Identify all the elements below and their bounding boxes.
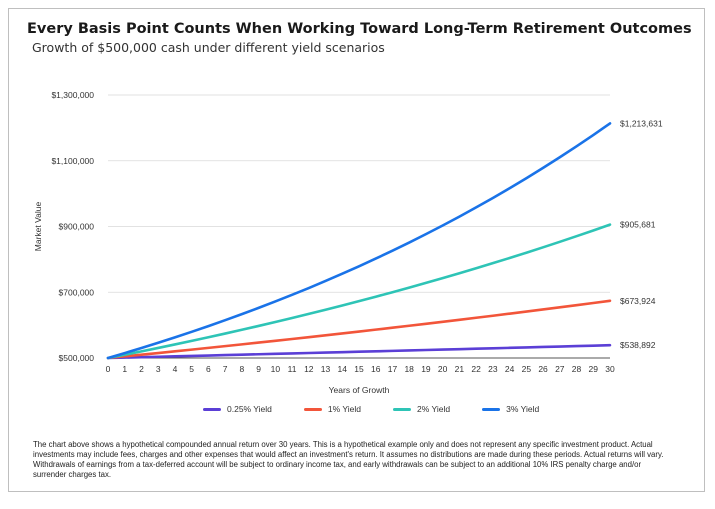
legend-swatch-0-25-yield (203, 407, 221, 411)
legend-item: 0.25% Yield (203, 404, 272, 414)
legend-swatch-1-yield (303, 407, 322, 411)
x-tick-label: 23 (488, 364, 498, 374)
x-axis-title: Years of Growth (329, 385, 390, 395)
x-tick-label: 18 (404, 364, 414, 374)
x-tick-label: 1 (122, 364, 127, 374)
legend-swatch-3-yield (482, 407, 501, 411)
x-tick-label: 28 (572, 364, 582, 374)
legend-item: 3% Yield (482, 404, 539, 414)
legend-item: 1% Yield (303, 404, 361, 414)
x-tick-label: 14 (338, 364, 348, 374)
x-tick-label: 26 (538, 364, 548, 374)
x-tick-label: 13 (321, 364, 331, 374)
series-line-3-yield (106, 122, 612, 360)
x-tick-label: 17 (388, 364, 398, 374)
series-line-2-yield (106, 223, 612, 360)
x-tick-label: 0 (106, 364, 111, 374)
x-tick-label: 9 (256, 364, 261, 374)
legend-label: 0.25% Yield (227, 404, 272, 414)
y-tick-label: $700,000 (59, 287, 95, 297)
x-tick-label: 29 (589, 364, 599, 374)
x-tick-label: 16 (371, 364, 381, 374)
x-tick-label: 4 (173, 364, 178, 374)
x-tick-label: 22 (471, 364, 481, 374)
legend-label: 1% Yield (327, 404, 361, 414)
x-tick-label: 3 (156, 364, 161, 374)
x-tick-label: 25 (522, 364, 532, 374)
x-tick-label: 11 (288, 364, 297, 374)
footnote: The chart above shows a hypothetical com… (33, 440, 664, 479)
x-tick-label: 20 (438, 364, 448, 374)
legend: 0.25% Yield 1% Yield 2% Yield 3% Yield (203, 404, 539, 414)
chart-title: Every Basis Point Counts When Working To… (27, 21, 692, 37)
x-tick-label: 19 (421, 364, 431, 374)
x-tick-label: 7 (223, 364, 228, 374)
y-axis-title: Market Value (33, 202, 43, 252)
y-tick-label: $1,100,000 (51, 156, 94, 166)
x-tick-label: 24 (505, 364, 515, 374)
x-tick-label: 2 (139, 364, 144, 374)
x-tick-label: 15 (354, 364, 364, 374)
x-tick-label: 5 (189, 364, 194, 374)
chart-subtitle: Growth of $500,000 cash under different … (32, 40, 385, 55)
x-tick-label: 6 (206, 364, 211, 374)
x-tick-label: 21 (455, 364, 465, 374)
end-value-label: $905,681 (620, 220, 656, 230)
x-tick-label: 8 (239, 364, 244, 374)
legend-label: 2% Yield (417, 404, 451, 414)
chart-frame (8, 8, 705, 492)
x-tick-label: 12 (304, 364, 314, 374)
legend-item: 2% Yield (393, 404, 450, 414)
legend-swatch-2-yield (393, 407, 411, 411)
series-line-1-yield (106, 299, 612, 360)
end-value-label: $538,892 (620, 340, 656, 350)
x-tick-label: 10 (271, 364, 281, 374)
x-tick-label: 30 (605, 364, 615, 374)
y-tick-label: $1,300,000 (51, 90, 94, 100)
y-tick-label: $500,000 (59, 353, 95, 363)
legend-label: 3% Yield (506, 404, 540, 414)
series-line-0-25-yield (106, 343, 612, 360)
end-value-label: $673,924 (620, 296, 656, 306)
end-value-label: $1,213,631 (620, 118, 663, 128)
x-tick-label: 27 (555, 364, 565, 374)
y-tick-label: $900,000 (59, 222, 95, 232)
